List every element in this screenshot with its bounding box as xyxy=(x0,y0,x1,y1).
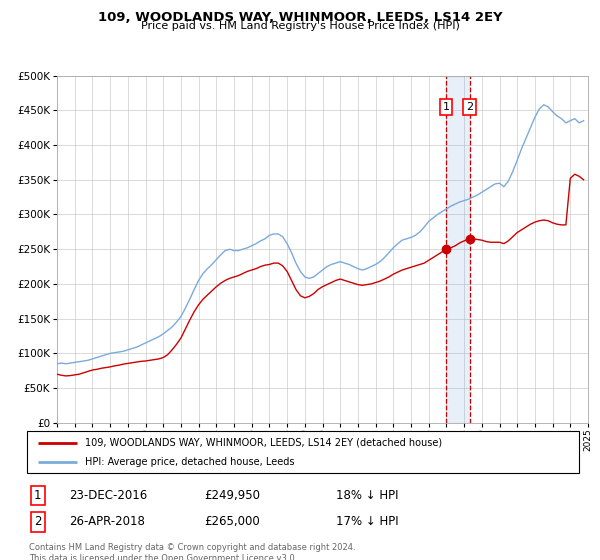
Text: Price paid vs. HM Land Registry's House Price Index (HPI): Price paid vs. HM Land Registry's House … xyxy=(140,21,460,31)
Text: 2: 2 xyxy=(34,515,41,529)
Text: 109, WOODLANDS WAY, WHINMOOR, LEEDS, LS14 2EY (detached house): 109, WOODLANDS WAY, WHINMOOR, LEEDS, LS1… xyxy=(85,437,442,447)
Text: 18% ↓ HPI: 18% ↓ HPI xyxy=(336,489,398,502)
Text: 23-DEC-2016: 23-DEC-2016 xyxy=(69,489,147,502)
Text: 1: 1 xyxy=(442,102,449,112)
Text: £249,950: £249,950 xyxy=(204,489,260,502)
Text: 17% ↓ HPI: 17% ↓ HPI xyxy=(336,515,398,529)
Bar xyxy=(446,76,470,423)
Text: 2: 2 xyxy=(466,102,473,112)
Text: Contains HM Land Registry data © Crown copyright and database right 2024.
This d: Contains HM Land Registry data © Crown c… xyxy=(29,543,355,560)
Text: 1: 1 xyxy=(34,489,41,502)
Text: £265,000: £265,000 xyxy=(204,515,260,529)
Text: 109, WOODLANDS WAY, WHINMOOR, LEEDS, LS14 2EY: 109, WOODLANDS WAY, WHINMOOR, LEEDS, LS1… xyxy=(98,11,502,24)
Text: 26-APR-2018: 26-APR-2018 xyxy=(69,515,145,529)
Text: HPI: Average price, detached house, Leeds: HPI: Average price, detached house, Leed… xyxy=(85,457,295,467)
